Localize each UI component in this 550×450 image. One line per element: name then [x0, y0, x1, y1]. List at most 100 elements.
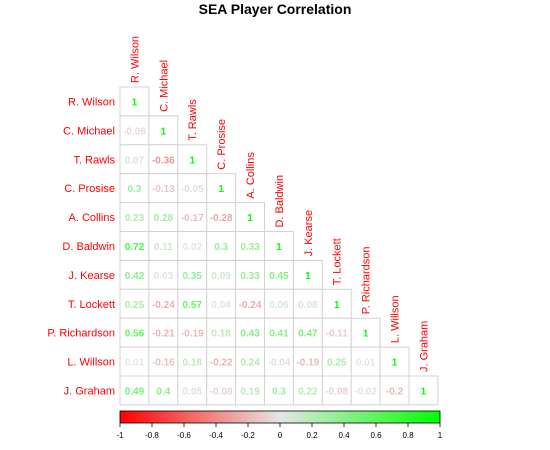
heatmap-cell — [119, 202, 150, 233]
correlation-value: 1 — [392, 358, 398, 369]
column-label: T. Rawls — [187, 99, 199, 141]
heatmap-cell — [292, 259, 323, 290]
correlation-value: 0.57 — [183, 300, 203, 311]
row-label: T. Lockett — [68, 299, 115, 311]
heatmap-cell — [321, 317, 352, 348]
correlation-value: 0.01 — [356, 358, 376, 369]
heatmap-cell — [206, 288, 237, 319]
correlation-value: -0.19 — [296, 358, 319, 369]
correlation-value: 0.3 — [214, 242, 228, 253]
heatmap-cell — [206, 202, 237, 233]
correlation-value: 0.22 — [298, 386, 318, 397]
column-label: J. Graham — [418, 321, 430, 372]
column-label: C. Michael — [158, 60, 170, 112]
row-label: J. Graham — [64, 385, 115, 397]
correlation-value: 0.43 — [240, 329, 260, 340]
row-label: A. Collins — [69, 212, 116, 224]
correlation-value: 0.33 — [240, 242, 260, 253]
column-label: L. Willson — [390, 295, 402, 343]
heatmap-cell — [119, 317, 150, 348]
correlation-value: 0.04 — [211, 300, 231, 311]
heatmap-cell — [119, 86, 150, 117]
correlation-value: 0.49 — [125, 386, 145, 397]
correlation-value: 1 — [276, 242, 282, 253]
correlation-value: 0.41 — [269, 329, 289, 340]
heatmap-cell — [119, 346, 150, 377]
column-label: J. Kearse — [303, 210, 315, 256]
heatmap-cell — [235, 346, 266, 377]
correlation-value: 0.42 — [125, 271, 145, 282]
correlation-value: -0.08 — [210, 386, 233, 397]
row-label: J. Kearse — [69, 270, 115, 282]
column-label: D. Baldwin — [274, 175, 286, 228]
colorbar-tick-label: 0.8 — [402, 431, 414, 440]
heatmap-cell — [177, 231, 208, 261]
correlation-value: 0.09 — [211, 271, 231, 282]
correlation-value: -0.11 — [326, 329, 349, 340]
correlation-value: 1 — [132, 97, 138, 108]
heatmap-cell — [350, 346, 381, 377]
correlation-value: 1 — [421, 386, 427, 397]
row-label: L. Willson — [67, 357, 115, 369]
correlation-value: -0.19 — [181, 329, 204, 340]
correlation-value: 1 — [247, 213, 253, 224]
correlation-value: 1 — [334, 300, 340, 311]
heatmap-cell — [148, 173, 179, 204]
correlation-value: 0.45 — [269, 271, 289, 282]
heatmap-cell — [321, 375, 352, 406]
column-label: R. Wilson — [129, 36, 141, 83]
colorbar — [119, 410, 441, 424]
colorbar-tick-label: 0.6 — [370, 431, 382, 440]
correlation-value: 0.35 — [183, 271, 203, 282]
colorbar-tick-label: 1 — [438, 431, 443, 440]
correlation-value: 0.72 — [125, 242, 145, 253]
correlation-value: 0.33 — [240, 271, 260, 282]
chart-title: SEA Player Correlation — [198, 1, 352, 17]
heatmap-cell — [119, 288, 150, 319]
heatmap-cell — [264, 288, 294, 319]
heatmap-cell — [235, 202, 266, 233]
heatmap-cell — [206, 231, 237, 261]
heatmap-cell — [177, 346, 208, 377]
correlation-value: 0.08 — [298, 300, 318, 311]
heatmap-cell — [235, 317, 266, 348]
correlation-value: 0.18 — [211, 329, 231, 340]
correlation-value: -0.13 — [152, 184, 175, 195]
correlation-value: 0.4 — [156, 386, 170, 397]
correlation-value: -0.36 — [152, 155, 175, 166]
heatmap-cell — [264, 346, 294, 377]
correlation-value: 1 — [305, 271, 311, 282]
heatmap-cell — [148, 115, 179, 146]
correlation-value: 0.47 — [298, 329, 318, 340]
correlation-value: 0.03 — [154, 271, 174, 282]
correlation-value: 0.05 — [183, 386, 203, 397]
heatmap-cell — [119, 173, 150, 204]
heatmap-cell — [350, 317, 381, 348]
correlation-value: -0.06 — [123, 126, 146, 137]
heatmap-cell — [350, 375, 381, 406]
correlation-value: -0.17 — [181, 213, 204, 224]
correlation-value: 0.07 — [125, 155, 145, 166]
correlation-value: -0.05 — [181, 184, 204, 195]
colorbar-tick-label: -0.4 — [209, 431, 223, 440]
column-label: A. Collins — [245, 152, 257, 199]
heatmap-cell — [379, 346, 410, 377]
correlation-value: 0.56 — [125, 329, 145, 340]
column-label: C. Prosise — [216, 119, 228, 170]
correlation-value: 0.02 — [183, 242, 203, 253]
correlation-value: -0.02 — [354, 386, 377, 397]
heatmap-cell — [408, 375, 439, 406]
correlation-value: -0.04 — [268, 358, 291, 369]
correlation-value: -0.24 — [239, 300, 262, 311]
correlation-value: 0.18 — [183, 358, 203, 369]
row-label: T. Rawls — [73, 154, 115, 166]
colorbar-tick-label: -0.8 — [145, 431, 159, 440]
row-label: D. Baldwin — [62, 241, 115, 253]
row-label: C. Prosise — [64, 183, 115, 195]
correlation-value: 0.25 — [327, 358, 347, 369]
column-label: P. Richardson — [361, 247, 373, 315]
correlation-value: 1 — [218, 184, 224, 195]
correlation-value: 0.06 — [269, 300, 289, 311]
correlation-value: -0.21 — [152, 329, 175, 340]
